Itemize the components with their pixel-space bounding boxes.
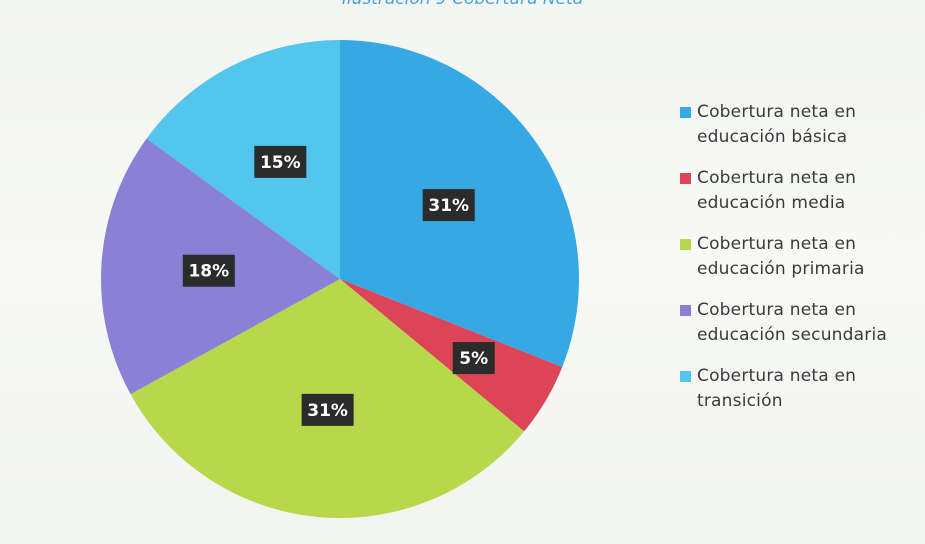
- legend-swatch: [680, 305, 691, 316]
- legend-label: Cobertura neta en educación secundaria: [697, 300, 887, 345]
- svg-text:31%: 31%: [428, 196, 469, 216]
- legend-label: Cobertura neta en transición: [697, 366, 857, 411]
- legend-label: Cobertura neta en educación primaria: [697, 234, 865, 279]
- legend-item-2: Cobertura neta en educación primaria: [680, 232, 920, 282]
- svg-text:18%: 18%: [188, 262, 229, 282]
- legend-label: Cobertura neta en educación media: [697, 168, 857, 213]
- data-label-1: 5%: [452, 342, 495, 375]
- legend-item-4: Cobertura neta en transición: [680, 364, 920, 414]
- data-label-4: 15%: [254, 145, 307, 178]
- svg-text:5%: 5%: [459, 349, 488, 369]
- data-label-3: 18%: [182, 254, 235, 287]
- pie-slice-4: [146, 40, 340, 279]
- legend-item-3: Cobertura neta en educación secundaria: [680, 298, 920, 348]
- data-label-0: 31%: [422, 189, 475, 222]
- legend-swatch: [680, 107, 691, 118]
- chart-title: Ilustración 9 Cobertura Neta: [0, 0, 925, 9]
- legend-item-1: Cobertura neta en educación media: [680, 166, 920, 216]
- pie-slice-1: [340, 279, 563, 432]
- legend-swatch: [680, 371, 691, 382]
- legend-item-0: Cobertura neta en educación básica: [680, 100, 920, 150]
- data-label-2: 31%: [301, 393, 354, 426]
- legend-label: Cobertura neta en educación básica: [697, 102, 857, 147]
- legend-swatch: [680, 239, 691, 250]
- legend-swatch: [680, 173, 691, 184]
- legend: Cobertura neta en educación básica Cobert…: [680, 100, 920, 430]
- svg-text:15%: 15%: [260, 153, 301, 173]
- svg-text:31%: 31%: [307, 401, 348, 421]
